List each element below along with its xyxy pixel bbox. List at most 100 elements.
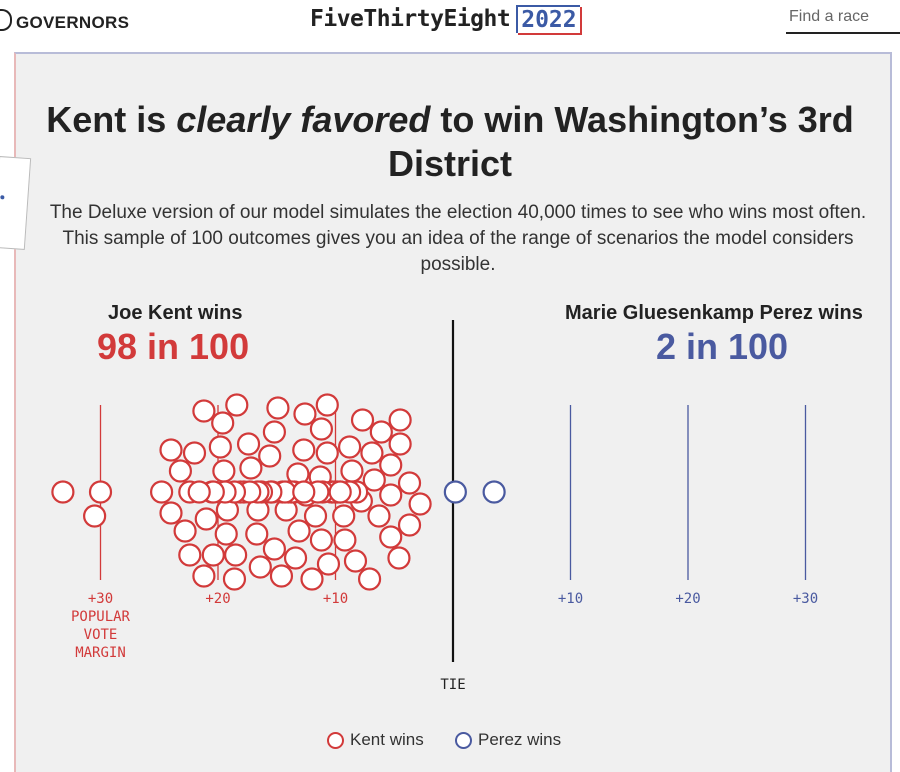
kent-outcome-point-78 [293,402,317,426]
kent-outcome-point-14 [201,543,225,567]
kent-outcome-point-0 [51,480,75,504]
headline-emphasis: clearly favored [176,99,431,140]
kent-outcome-point-3 [150,480,174,504]
kent-outcome-point-93 [192,399,216,423]
kent-outcome-point-43 [309,417,333,441]
search-box[interactable] [786,6,900,34]
brand-logo[interactable]: FiveThirtyEight 2022 [310,4,583,35]
tick-label-perez-5: +30 [793,591,818,607]
nav-section-label: GOVERNORS [16,13,130,32]
kent-outcome-point-51 [333,528,357,552]
perez-wins-odds: 2 in 100 [656,326,789,367]
kent-outcome-point-61 [408,492,432,516]
kent-outcome-point-57 [379,453,403,477]
perez-outcome-point-1 [482,480,506,504]
search-input[interactable] [786,6,899,26]
nav-section-link[interactable]: GOVERNORS [0,9,129,33]
kent-outcome-point-68 [357,567,382,591]
kent-outcome-point-40 [303,504,328,528]
brand-year: 2022 [516,5,583,35]
kent-outcome-point-54 [362,468,386,492]
tie-label: TIE [440,677,465,693]
kent-outcome-point-26 [262,420,286,444]
kent-outcome-point-19 [225,393,249,417]
kent-swatch-icon [327,731,344,749]
kent-outcome-point-8 [182,441,207,465]
kent-outcome-point-64 [388,408,412,432]
legend-kent: Kent wins [327,730,424,750]
kent-outcome-point-47 [332,504,356,528]
kent-outcome-point-96 [178,543,202,567]
legend-kent-label: Kent wins [350,730,424,749]
top-nav: GOVERNORS FiveThirtyEight 2022 [0,0,900,50]
kent-outcome-point-59 [388,432,412,456]
kent-outcome-point-15 [211,411,235,435]
tick-label-perez-3: +10 [558,591,583,607]
kent-outcome-point-77 [300,567,324,591]
kent-outcome-point-55 [367,504,391,528]
kent-outcome-point-16 [224,543,248,567]
kent-outcome-point-37 [283,546,308,570]
kent-wins-odds: 98 in 100 [97,326,250,367]
kent-outcome-point-48 [340,459,364,483]
kent-outcome-point-6 [168,459,192,483]
kent-outcome-point-7 [173,519,197,543]
headline-post: to win Washington’s 3rd District [387,99,854,184]
kent-outcome-point-35 [292,438,316,462]
kent-outcome-point-45 [315,393,339,417]
kent-outcome-point-30 [269,564,294,588]
kent-outcome-point-94 [192,564,216,588]
kent-outcome-point-12 [214,522,238,546]
kent-outcome-point-58 [379,525,403,549]
brand-name: FiveThirtyEight [310,6,511,32]
axis-label-line-2: MARGIN [75,645,126,661]
axis-label-line-1: VOTE [84,627,118,643]
headline-pre: Kent is [46,99,177,140]
perez-swatch-icon [455,731,472,749]
kent-outcome-point-56 [379,483,403,507]
kent-outcome-point-62 [397,513,422,537]
kent-outcome-point-67 [350,408,375,432]
kent-outcome-point-97 [159,438,183,462]
kent-outcome-point-99 [328,480,352,504]
kent-outcome-point-29 [266,396,290,420]
legend-perez-label: Perez wins [478,730,562,749]
tick-label-kent-2: +10 [323,591,348,607]
kent-outcome-point-66 [369,420,393,444]
headline: Kent is clearly favored to win Washingto… [40,98,860,186]
tick-label-kent-1: +20 [205,591,230,607]
kent-outcome-point-11 [212,459,236,483]
kent-outcome-point-2 [83,504,107,528]
legend-perez: Perez wins [455,730,561,750]
kent-wins-label: Joe Kent wins [108,302,243,324]
kent-outcome-point-22 [245,522,269,546]
tick-label-perez-4: +20 [675,591,700,607]
kent-outcome-point-28 [248,555,272,579]
perez-wins-label: Marie Gluesenkamp Perez wins [565,302,863,324]
kent-outcome-point-98 [292,480,316,504]
kent-outcome-point-5 [159,501,183,525]
kent-outcome-point-42 [309,528,333,552]
kent-outcome-point-1 [88,480,113,504]
kent-outcome-point-92 [194,507,218,531]
axis-label-line-0: POPULAR [71,609,131,625]
kent-outcome-point-86 [236,432,261,456]
perez-outcome-point-0 [443,480,467,504]
kent-outcome-point-13 [208,435,232,459]
kent-outcome-point-44 [316,552,341,576]
tick-label-kent-0: +30 [88,591,113,607]
kent-outcome-point-17 [222,567,247,591]
kent-outcome-point-65 [360,441,384,465]
kent-outcome-point-60 [397,471,422,495]
description: The Deluxe version of our model simulate… [49,202,867,275]
kent-outcome-point-24 [258,444,282,468]
chevron-left-icon [0,9,12,31]
kent-outcome-point-21 [239,456,263,480]
kent-outcome-point-49 [338,435,362,459]
kent-outcome-point-34 [287,519,311,543]
kent-outcome-point-63 [387,546,411,570]
kent-outcome-point-95 [187,480,211,504]
kent-outcome-point-52 [343,549,368,573]
kent-outcome-point-25 [262,537,286,561]
